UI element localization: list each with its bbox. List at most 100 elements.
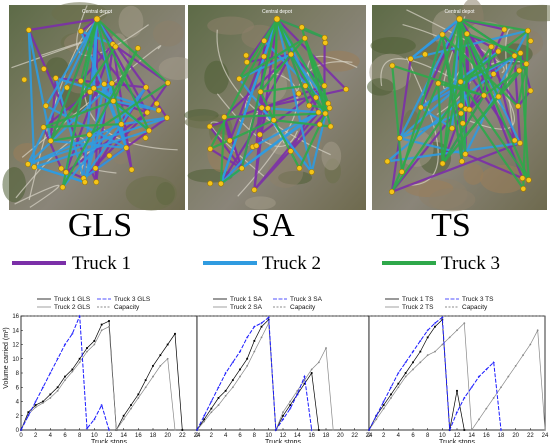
data-point-truck1	[231, 379, 234, 382]
customer-marker	[47, 137, 54, 144]
data-point-truck2	[478, 418, 480, 421]
map-road	[380, 58, 462, 87]
data-point-truck3	[426, 329, 429, 332]
data-point-truck2	[303, 379, 306, 382]
data-point-truck2	[536, 329, 539, 332]
data-point-truck2	[260, 336, 263, 339]
route-legend: Truck 1 Truck 2 Truck 3	[12, 253, 500, 274]
y-tick-label: 14	[12, 328, 19, 334]
data-point-truck1	[456, 389, 458, 392]
x-tick-label: 8	[426, 433, 430, 439]
data-point-truck2	[463, 322, 466, 325]
data-point-truck1	[108, 320, 110, 322]
x-tick-label: 20	[164, 433, 171, 439]
customer-marker	[253, 142, 260, 149]
customer-marker	[112, 43, 119, 50]
data-point-truck1	[224, 389, 227, 392]
data-point-truck3	[389, 386, 393, 389]
x-tick-label: 14	[468, 433, 475, 439]
customer-marker	[43, 102, 49, 109]
data-point-truck1	[419, 350, 422, 353]
series-line-truck2	[20, 326, 176, 432]
volume-charts: 0 2 4 6 8 10 12 14 16 18 20 22 240246810121416Truck …	[12, 296, 549, 443]
customer-marker	[123, 144, 130, 151]
data-point-truck3	[56, 357, 59, 360]
customer-marker	[523, 60, 530, 67]
data-point-truck2	[317, 361, 320, 364]
x-tick-label: 8	[78, 433, 82, 439]
data-point-truck3	[49, 371, 52, 375]
data-point-truck3	[41, 386, 45, 389]
customer-marker	[52, 75, 59, 81]
customer-marker	[106, 152, 113, 159]
data-point-truck1	[463, 429, 466, 431]
x-tick-label: 10	[91, 433, 98, 439]
data-point-truck2	[419, 361, 422, 364]
x-tick-label: 6	[238, 433, 242, 439]
data-point-truck3	[463, 396, 466, 400]
route-map-gls: Central depot	[2, 2, 197, 211]
data-point-truck3	[433, 322, 437, 325]
customer-marker	[439, 160, 446, 167]
data-point-truck3	[210, 400, 213, 403]
customer-marker	[64, 84, 70, 91]
customer-marker	[490, 71, 497, 77]
data-point-truck2	[397, 386, 400, 389]
x-tick-label: 12	[280, 433, 287, 439]
data-point-truck3	[217, 386, 220, 389]
legend-label-capacity: Capacity	[114, 304, 140, 311]
legend-label-truck3: Truck 3 SA	[290, 296, 323, 303]
customer-marker	[488, 43, 495, 50]
customer-marker	[439, 31, 446, 38]
data-point-truck2	[332, 429, 335, 431]
route-map-sa: Central depot	[184, 5, 366, 210]
data-point-truck2	[210, 411, 213, 414]
customer-marker	[516, 67, 523, 74]
y-tick-label: 8	[16, 371, 20, 377]
data-point-truck1	[122, 414, 125, 417]
customer-marker	[327, 123, 334, 130]
customer-marker	[389, 62, 396, 69]
data-point-truck2	[246, 364, 249, 367]
map-label-ts: TS	[431, 207, 471, 244]
customer-marker	[298, 24, 305, 31]
data-point-truck3	[100, 403, 103, 407]
customer-marker	[251, 186, 258, 193]
data-point-truck3	[203, 414, 206, 417]
customer-marker	[142, 134, 149, 141]
x-tick-label: 6	[411, 433, 415, 439]
customer-marker	[264, 105, 271, 112]
y-tick-label: 10	[12, 357, 19, 363]
customer-marker	[466, 106, 473, 113]
customer-marker	[501, 26, 508, 33]
y-tick-label: 2	[16, 414, 20, 420]
customer-marker	[101, 81, 108, 87]
data-point-truck2	[412, 368, 414, 371]
x-axis-label: Truck stops	[91, 439, 127, 443]
customer-marker	[511, 137, 518, 144]
map-road	[505, 28, 514, 132]
x-tick-label: 2	[34, 433, 38, 439]
x-axis-label: Truck stops	[265, 439, 301, 443]
customer-marker	[457, 102, 464, 109]
data-point-truck2	[492, 397, 495, 399]
data-point-truck1	[390, 393, 392, 396]
map-terrain-patch	[2, 166, 26, 203]
customer-marker	[207, 145, 214, 152]
data-point-truck1	[159, 354, 162, 357]
customer-marker	[110, 98, 117, 104]
data-point-truck3	[310, 428, 313, 432]
x-tick-label: 0	[19, 433, 23, 439]
depot-marker	[93, 15, 101, 23]
data-point-truck3	[63, 343, 67, 346]
x-tick-label: 22	[527, 433, 534, 439]
customer-marker	[313, 94, 319, 101]
x-tick-label: 24	[542, 433, 549, 439]
customer-marker	[238, 165, 245, 172]
data-point-truck2	[514, 364, 517, 367]
customer-marker	[301, 35, 308, 42]
x-tick-label: 4	[397, 433, 401, 439]
y-axis-label: Volume carried (m³)	[3, 327, 10, 388]
map-terrain-patch	[207, 16, 255, 35]
customer-marker	[511, 52, 518, 59]
